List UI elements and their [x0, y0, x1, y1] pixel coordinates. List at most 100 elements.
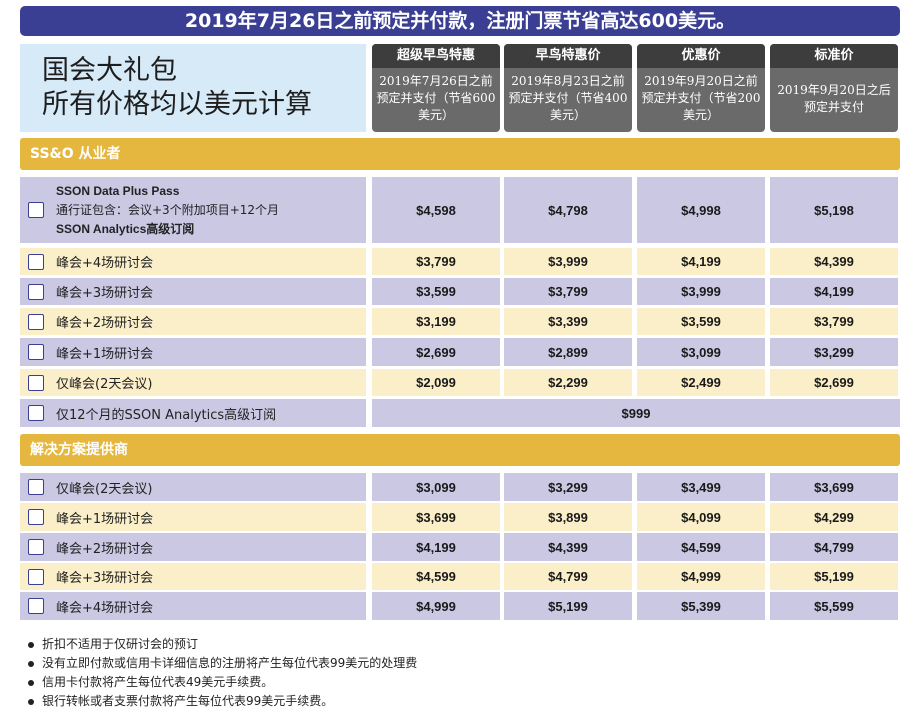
table-row: 峰会+4场研讨会 $3,799 $3,999 $4,199 $4,399	[20, 248, 900, 275]
package-title: 国会大礼包	[42, 55, 177, 86]
checkbox[interactable]	[28, 313, 44, 330]
tier-early-bird: 早鸟特惠价 2019年8月23日之前预定并支付（节省400美元）	[504, 44, 632, 132]
price-cell: $4,199	[770, 278, 898, 305]
price-cell: $3,999	[504, 248, 632, 275]
table-row: 峰会+3场研讨会 $4,599 $4,799 $4,999 $5,199	[20, 563, 900, 590]
row-label: 峰会+4场研讨会	[20, 248, 366, 275]
row-label: 峰会+1场研讨会	[20, 503, 366, 531]
price-cell: $3,699	[770, 473, 898, 501]
package-subtitle: 所有价格均以美元计算	[42, 89, 312, 120]
price-cell: $4,999	[637, 563, 765, 590]
tier-super-early-bird: 超级早鸟特惠 2019年7月26日之前预定并支付（节省600美元）	[372, 44, 500, 132]
checkbox[interactable]	[28, 598, 44, 614]
row-label: 仅峰会(2天会议)	[20, 369, 366, 396]
checkbox[interactable]	[28, 405, 44, 421]
price-cell: $3,599	[637, 308, 765, 335]
price-cell: $4,299	[770, 503, 898, 531]
price-cell: $999	[372, 399, 900, 427]
price-cell: $4,799	[770, 533, 898, 561]
table-row: 峰会+1场研讨会 $3,699 $3,899 $4,099 $4,299	[20, 503, 900, 531]
price-cell: $4,399	[504, 533, 632, 561]
footnote-text: 折扣不适用于仅研讨会的预订	[42, 637, 199, 651]
price-cell: $3,299	[770, 338, 898, 366]
table-row: 峰会+1场研讨会 $2,699 $2,899 $3,099 $3,299	[20, 338, 900, 366]
bullet-icon	[28, 698, 34, 705]
price-cell: $2,099	[372, 369, 500, 396]
checkbox[interactable]	[28, 283, 44, 300]
checkbox[interactable]	[28, 509, 44, 525]
price-cell: $3,099	[637, 338, 765, 366]
price-cell: $4,599	[372, 563, 500, 590]
row-label: 仅峰会(2天会议)	[20, 473, 366, 501]
price-cell: $3,799	[504, 278, 632, 305]
checkbox[interactable]	[28, 344, 44, 360]
bullet-icon	[28, 641, 34, 648]
footnote-text: 没有立即付款或信用卡详细信息的注册将产生每位代表99美元的处理费	[42, 656, 418, 670]
row-label: 峰会+3场研讨会	[20, 563, 366, 590]
row-label-text: 峰会+1场研讨会	[56, 346, 154, 362]
price-cell: $4,798	[504, 177, 632, 243]
row-label-text: 峰会+4场研讨会	[56, 600, 154, 616]
checkbox[interactable]	[28, 568, 44, 585]
price-cell: $3,699	[372, 503, 500, 531]
row-label: 峰会+4场研讨会	[20, 592, 366, 620]
row-label: 峰会+1场研讨会	[20, 338, 366, 366]
table-row: 峰会+3场研讨会 $3,599 $3,799 $3,999 $4,199	[20, 278, 900, 305]
price-cell: $3,499	[637, 473, 765, 501]
tier-desc: 2019年7月26日之前预定并支付（节省600美元）	[376, 74, 496, 122]
pass-detail-2: SSON Analytics高级订阅	[56, 221, 195, 236]
row-label-text: 峰会+2场研讨会	[56, 316, 154, 331]
price-cell: $3,299	[504, 473, 632, 501]
tier-standard: 标准价 2019年9月20日之后预定并支付	[770, 44, 898, 132]
price-cell: $2,699	[770, 369, 898, 396]
checkbox[interactable]	[28, 479, 44, 495]
footnote-item: 折扣不适用于仅研讨会的预订	[28, 635, 898, 654]
footnote-item: 银行转帐或者支票付款将产生每位代表99美元手续费。	[28, 692, 898, 711]
table-row: SSON Data Plus Pass 通行证包含：会议+3个附加项目+12个月…	[20, 177, 900, 243]
row-label-text: 峰会+3场研讨会	[56, 286, 154, 301]
row-label: 仅12个月的SSON Analytics高级订阅	[20, 399, 366, 427]
footnote-item: 信用卡付款将产生每位代表49美元手续费。	[28, 673, 898, 692]
price-cell: $5,599	[770, 592, 898, 620]
table-row: 仅12个月的SSON Analytics高级订阅 $999	[20, 399, 900, 427]
price-cell: $5,199	[504, 592, 632, 620]
footnote-text: 信用卡付款将产生每位代表49美元手续费。	[42, 675, 274, 689]
row-label-text: 仅峰会(2天会议)	[56, 481, 153, 497]
bullet-icon	[28, 660, 34, 667]
row-label-text: 仅峰会(2天会议)	[56, 377, 153, 392]
tier-name: 早鸟特惠价	[504, 44, 632, 68]
price-cell: $3,099	[372, 473, 500, 501]
tier-desc: 2019年9月20日之后预定并支付	[777, 83, 891, 114]
table-row: 峰会+2场研讨会 $4,199 $4,399 $4,599 $4,799	[20, 533, 900, 561]
row-label-text: 峰会+4场研讨会	[56, 256, 154, 271]
pass-detail: 通行证包含：会议+3个附加项目+12个月	[56, 202, 280, 217]
price-cell: $3,899	[504, 503, 632, 531]
row-label: 峰会+2场研讨会	[20, 533, 366, 561]
price-cell: $4,399	[770, 248, 898, 275]
footnotes: 折扣不适用于仅研讨会的预订 没有立即付款或信用卡详细信息的注册将产生每位代表99…	[28, 635, 898, 711]
pass-name: SSON Data Plus Pass	[56, 183, 180, 198]
price-cell: $2,499	[637, 369, 765, 396]
package-title-box: 国会大礼包 所有价格均以美元计算	[20, 44, 366, 132]
price-cell: $4,998	[637, 177, 765, 243]
price-cell: $4,799	[504, 563, 632, 590]
checkbox[interactable]	[28, 253, 44, 270]
row-label-text: 峰会+2场研讨会	[56, 541, 154, 557]
row-label-text: 峰会+3场研讨会	[56, 571, 154, 586]
row-label: 峰会+3场研讨会	[20, 278, 366, 305]
row-label: 峰会+2场研讨会	[20, 308, 366, 335]
tier-desc: 2019年8月23日之前预定并支付（节省400美元）	[508, 74, 628, 122]
row-label-text: 峰会+1场研讨会	[56, 511, 154, 527]
price-cell: $3,199	[372, 308, 500, 335]
tier-name: 优惠价	[637, 44, 765, 68]
promo-banner: 2019年7月26日之前预定并付款，注册门票节省高达600美元。	[20, 6, 900, 36]
footnote-item: 没有立即付款或信用卡详细信息的注册将产生每位代表99美元的处理费	[28, 654, 898, 673]
section-practitioners: SS&O 从业者	[20, 138, 900, 170]
row-label-text: 仅12个月的SSON Analytics高级订阅	[56, 407, 277, 423]
checkbox[interactable]	[28, 374, 44, 391]
price-cell: $5,199	[770, 563, 898, 590]
price-cell: $4,599	[637, 533, 765, 561]
price-cell: $4,099	[637, 503, 765, 531]
checkbox[interactable]	[28, 202, 44, 218]
checkbox[interactable]	[28, 539, 44, 555]
